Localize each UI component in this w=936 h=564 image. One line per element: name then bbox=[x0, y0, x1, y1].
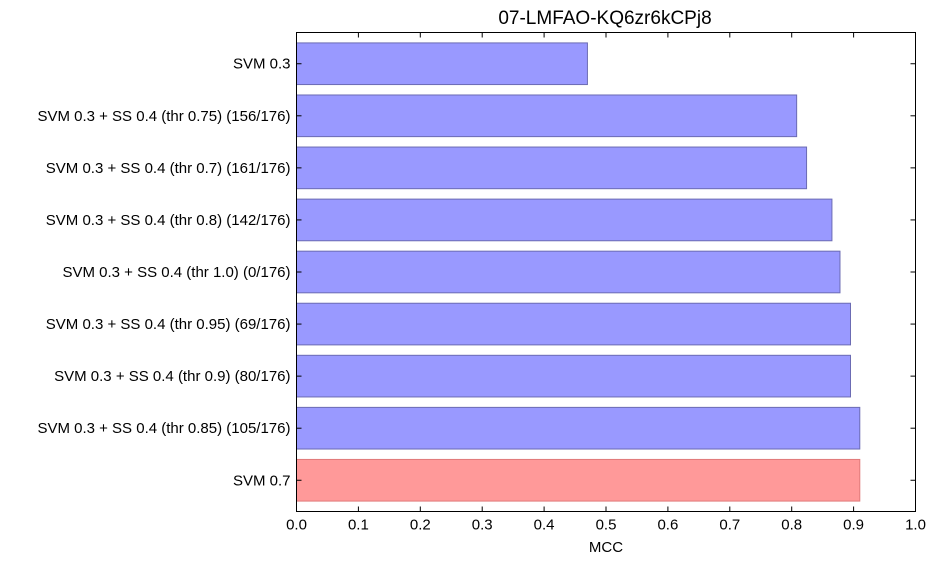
bar-4 bbox=[296, 198, 833, 242]
bar-5 bbox=[296, 250, 841, 294]
category-label: SVM 0.3 bbox=[233, 56, 291, 73]
bar-2 bbox=[296, 94, 798, 138]
x-tick-label: 0.7 bbox=[719, 517, 740, 534]
category-label: SVM 0.3 + SS 0.4 (thr 1.0) (0/176) bbox=[62, 264, 290, 281]
bars-layer bbox=[296, 42, 861, 502]
x-tick-label: 1.0 bbox=[905, 517, 926, 534]
x-tick-label: 0.2 bbox=[410, 517, 431, 534]
chart-title: 07-LMFAO-KQ6zr6kCPj8 bbox=[498, 8, 711, 29]
bar-8 bbox=[296, 406, 861, 450]
bar-9 bbox=[296, 458, 861, 502]
bar-6 bbox=[296, 302, 851, 346]
x-tick-label: 0.9 bbox=[843, 517, 864, 534]
category-label: SVM 0.3 + SS 0.4 (thr 0.75) (156/176) bbox=[37, 108, 290, 125]
x-tick-label: 0.0 bbox=[286, 517, 307, 534]
category-label: SVM 0.3 + SS 0.4 (thr 0.7) (161/176) bbox=[46, 160, 291, 177]
category-labels: SVM 0.3 SVM 0.3 + SS 0.4 (thr 0.75) (156/… bbox=[37, 56, 290, 490]
x-tick-label: 0.8 bbox=[781, 517, 802, 534]
x-tick-label: 0.3 bbox=[472, 517, 493, 534]
bar-1 bbox=[296, 42, 588, 86]
category-label: SVM 0.3 + SS 0.4 (thr 0.8) (142/176) bbox=[46, 212, 291, 229]
x-tick-label: 0.1 bbox=[348, 517, 369, 534]
ticks-layer: 0.0 0.1 0.2 0.3 0.4 0.5 0.6 0.7 0.8 0.9 1.0 bbox=[286, 32, 926, 534]
plot-area-frame bbox=[296, 32, 916, 512]
category-label: SVM 0.3 + SS 0.4 (thr 0.85) (105/176) bbox=[37, 420, 290, 437]
x-tick-label: 0.4 bbox=[534, 517, 555, 534]
x-tick-label: 0.6 bbox=[657, 517, 678, 534]
category-label: SVM 0.3 + SS 0.4 (thr 0.9) (80/176) bbox=[54, 368, 290, 385]
x-tick-label: 0.5 bbox=[596, 517, 617, 534]
bar-7 bbox=[296, 354, 851, 398]
x-axis-label: MCC bbox=[589, 539, 623, 556]
category-label: SVM 0.3 + SS 0.4 (thr 0.95) (69/176) bbox=[46, 316, 291, 333]
bar-3 bbox=[296, 146, 808, 190]
category-label: SVM 0.7 bbox=[233, 472, 291, 489]
